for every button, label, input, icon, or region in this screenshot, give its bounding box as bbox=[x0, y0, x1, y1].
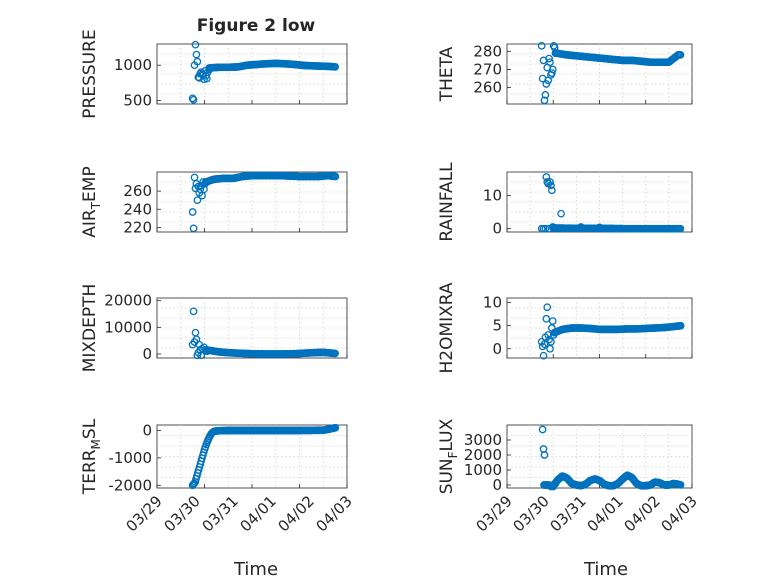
y-axis-label: MIXDEPTH bbox=[80, 284, 100, 373]
x-tick-label: 03/29 bbox=[473, 492, 516, 535]
y-tick-label: -2000 bbox=[108, 476, 152, 494]
data-point bbox=[544, 331, 553, 339]
data-point bbox=[676, 51, 685, 59]
y-tick-label: 260 bbox=[473, 79, 502, 97]
y-axis-label: RAINFALL bbox=[437, 162, 457, 242]
data-point bbox=[540, 96, 549, 105]
data-point bbox=[200, 185, 208, 194]
data-point bbox=[539, 351, 548, 360]
data-point bbox=[189, 307, 198, 316]
data-point bbox=[542, 314, 551, 323]
x-tick-label: 04/01 bbox=[237, 492, 280, 535]
data-point bbox=[548, 186, 556, 195]
y-tick-label: 260 bbox=[123, 182, 152, 200]
data-point bbox=[542, 80, 551, 88]
data-point bbox=[188, 208, 197, 216]
y-tick-label: 270 bbox=[473, 60, 502, 78]
data-point bbox=[547, 181, 555, 190]
x-axis-label-right: Time bbox=[583, 559, 628, 580]
y-axis-label: SUNFLUX bbox=[437, 418, 460, 494]
x-tick-label: 03/30 bbox=[161, 492, 204, 535]
subplot-terr_msl: -2000 -1000 0 03/2903/3003/3104/0104/0204/0… bbox=[80, 418, 356, 535]
axes-box bbox=[156, 171, 348, 233]
figure-title: Figure 2 low bbox=[197, 16, 316, 36]
y-tick-label: 20000 bbox=[104, 292, 152, 310]
x-tick-label: 04/01 bbox=[584, 492, 627, 535]
data-point bbox=[540, 451, 549, 459]
data-point bbox=[546, 178, 554, 186]
data-point bbox=[538, 425, 547, 434]
data-point bbox=[331, 172, 340, 181]
y-tick-label: 0 bbox=[492, 340, 502, 358]
y-tick-label: 10000 bbox=[104, 318, 152, 336]
y-axis-label: AIRTEMP bbox=[80, 166, 103, 237]
y-axis-label: PRESSURE bbox=[80, 29, 100, 118]
data-point bbox=[193, 57, 202, 66]
data-point bbox=[192, 50, 201, 59]
axes-box bbox=[156, 43, 348, 105]
data-point bbox=[331, 63, 339, 71]
y-tick-label: 1000 bbox=[464, 461, 502, 479]
subplot-rainfall: 0 10 RAINFALL bbox=[437, 162, 693, 242]
y-tick-label: 500 bbox=[123, 91, 152, 109]
data-point bbox=[548, 69, 556, 77]
y-tick-label: 10 bbox=[483, 294, 502, 312]
data-point bbox=[557, 209, 565, 218]
y-tick-label: 5 bbox=[492, 317, 502, 335]
data-point bbox=[547, 337, 555, 346]
x-tick-label: 04/02 bbox=[275, 492, 318, 535]
y-axis-label: TERRMSL bbox=[80, 418, 103, 495]
data-point bbox=[676, 481, 685, 489]
y-tick-label: 1000 bbox=[114, 56, 152, 74]
data-point bbox=[542, 173, 551, 181]
x-tick-label: 04/02 bbox=[621, 492, 664, 535]
y-tick-label: 2000 bbox=[464, 446, 502, 464]
x-tick-label: 03/29 bbox=[123, 492, 166, 535]
data-point bbox=[193, 196, 202, 205]
y-tick-label: 0 bbox=[142, 421, 152, 439]
y-axis-label: THETA bbox=[437, 46, 457, 102]
data-point bbox=[191, 40, 200, 49]
x-tick-label: 03/31 bbox=[199, 492, 242, 535]
x-tick-label: 04/03 bbox=[658, 492, 701, 535]
y-tick-label: 220 bbox=[123, 218, 152, 236]
data-point bbox=[541, 224, 550, 233]
x-tick-label: 03/30 bbox=[510, 492, 553, 535]
y-tick-label: 0 bbox=[492, 476, 502, 494]
data-point bbox=[331, 349, 339, 358]
data-point bbox=[541, 91, 550, 99]
y-tick-label: 280 bbox=[473, 42, 502, 60]
data-point bbox=[676, 224, 685, 233]
data-point bbox=[676, 321, 685, 330]
y-tick-label: 0 bbox=[492, 220, 502, 238]
y-tick-label: 0 bbox=[142, 345, 152, 363]
x-tick-label: 04/03 bbox=[313, 492, 356, 535]
y-axis-label: H2OMIXRA bbox=[437, 282, 457, 373]
data-point bbox=[545, 54, 553, 63]
data-point bbox=[543, 303, 552, 312]
data-point bbox=[189, 224, 198, 233]
data-point bbox=[189, 95, 198, 104]
y-tick-label: 10 bbox=[483, 186, 502, 204]
subplot-pressure: 500 1000 PRESSURE bbox=[80, 29, 348, 119]
x-axis-label-left: Time bbox=[233, 559, 278, 580]
y-tick-label: 3000 bbox=[464, 431, 502, 449]
data-point bbox=[546, 58, 554, 67]
y-tick-label: 240 bbox=[123, 200, 152, 218]
data-point bbox=[331, 423, 340, 432]
subplot-h2omixra: 0 5 10 H2OMIXRA bbox=[437, 282, 693, 374]
x-tick-label: 03/31 bbox=[547, 492, 590, 535]
data-point bbox=[188, 94, 197, 103]
y-tick-label: -1000 bbox=[108, 449, 152, 467]
data-point bbox=[548, 65, 557, 74]
data-point bbox=[537, 41, 546, 50]
data-point bbox=[548, 317, 557, 325]
